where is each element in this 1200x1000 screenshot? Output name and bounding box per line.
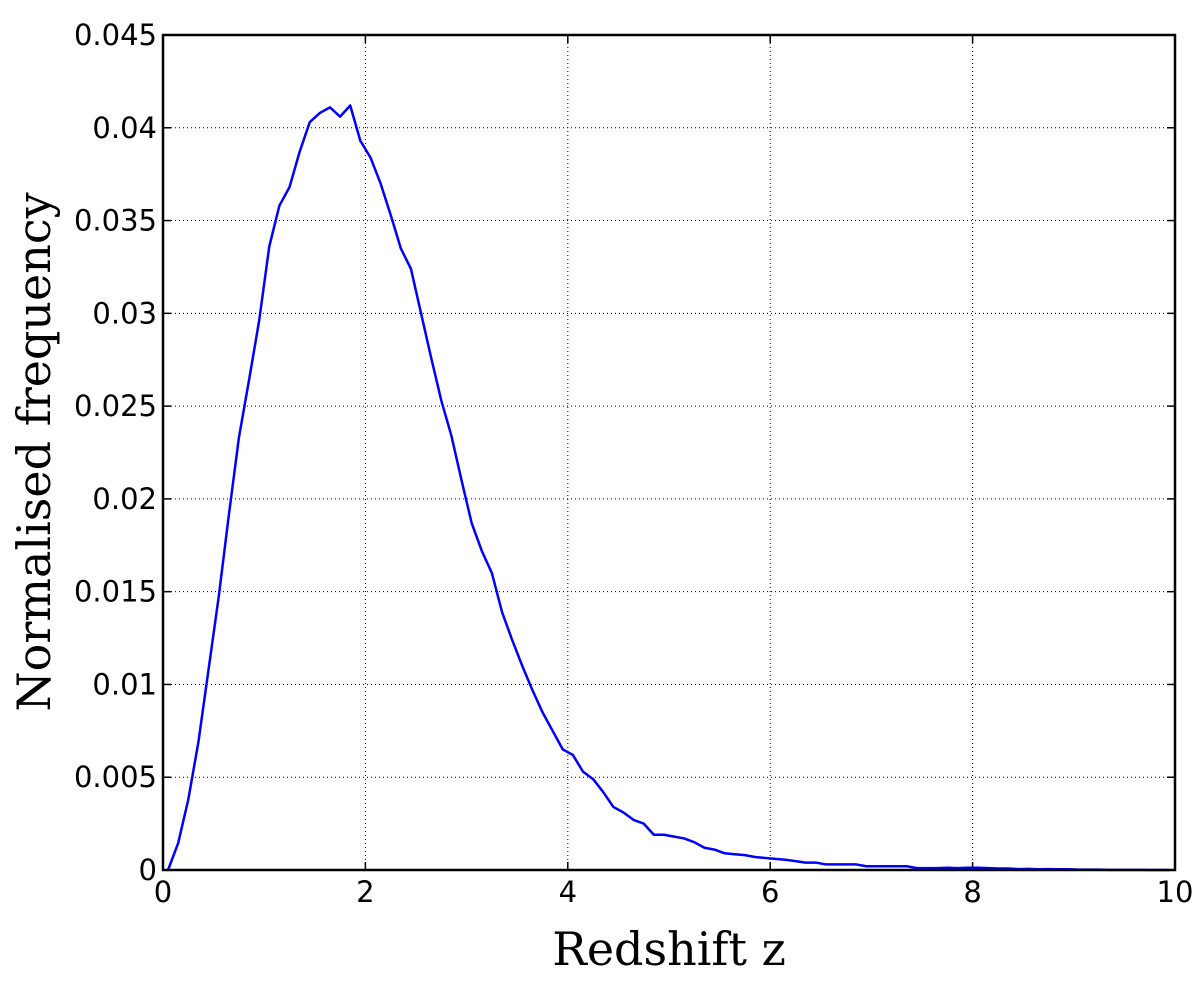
- y-tick-label: 0.015: [74, 575, 157, 609]
- x-axis-label: Redshift z: [552, 922, 786, 976]
- x-tick-label: 2: [356, 875, 374, 909]
- y-tick-label: 0.02: [92, 482, 157, 516]
- y-tick-label: 0.025: [74, 389, 157, 423]
- y-tick-label: 0.03: [92, 296, 157, 330]
- x-tick-label: 10: [1157, 875, 1194, 909]
- y-tick-label: 0.035: [74, 204, 157, 238]
- y-tick-label: 0.005: [74, 760, 157, 794]
- data-line: [166, 104, 1170, 872]
- x-tick-label: 8: [963, 875, 981, 909]
- x-tick-label: 6: [761, 875, 779, 909]
- y-tick-label: 0.01: [92, 667, 157, 701]
- plot-frame: [161, 33, 1177, 872]
- x-tick-label: 0: [154, 875, 172, 909]
- y-tick-label: 0.045: [74, 18, 157, 52]
- x-tick-label: 4: [559, 875, 577, 909]
- y-axis-label: Normalised frequency: [7, 192, 61, 711]
- y-tick-label: 0.04: [92, 111, 157, 145]
- y-tick-label: 0: [139, 853, 157, 887]
